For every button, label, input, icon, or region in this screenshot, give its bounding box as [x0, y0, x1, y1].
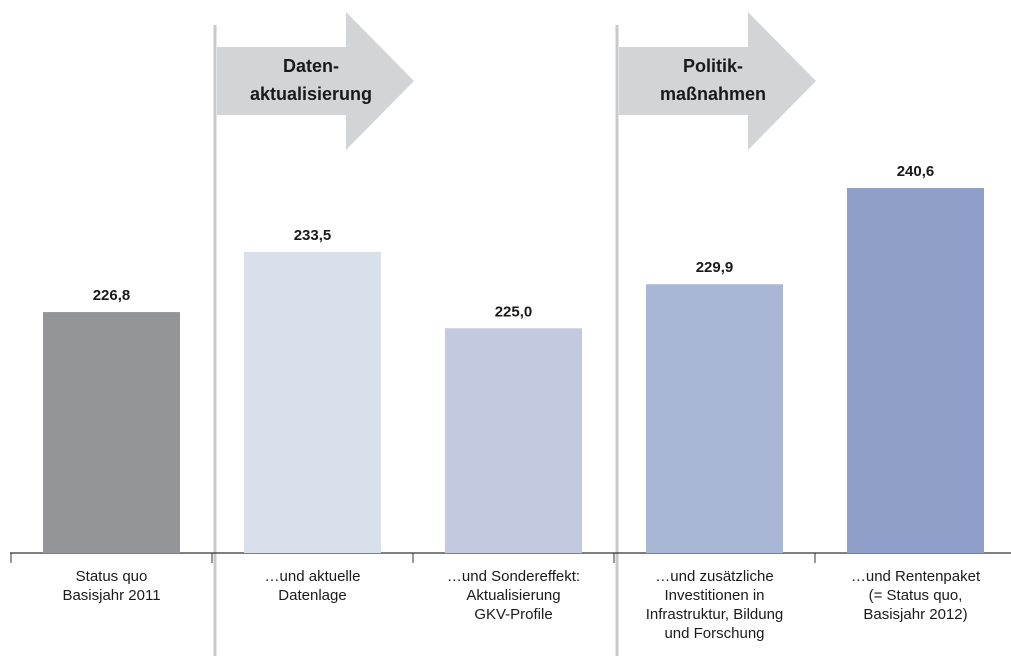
value-label: 240,6 — [897, 163, 935, 180]
annotation: Politik- maßnahmen — [659, 56, 767, 104]
bar — [445, 328, 582, 553]
x-tick-label: …und Rentenpaket (= Status quo, Basisjah… — [850, 568, 981, 623]
bar — [43, 312, 180, 553]
bar — [646, 284, 783, 553]
x-tick-label: …und aktuelle Datenlage — [264, 568, 361, 604]
annotation: Daten- aktualisierung — [249, 56, 373, 104]
bar — [244, 251, 381, 553]
bar — [847, 188, 984, 554]
x-tick-label: …und Sondereffekt: Aktualisierung GKV-Pr… — [446, 568, 581, 623]
value-label: 233,5 — [294, 227, 332, 244]
value-label: 229,9 — [696, 259, 734, 276]
arrow — [619, 12, 816, 150]
x-tick-label: …und zusätzliche Investitionen in Infras… — [645, 568, 784, 642]
x-tick-label: Status quo Basisjahr 2011 — [62, 568, 161, 604]
value-label: 225,0 — [495, 303, 533, 320]
value-label: 226,8 — [93, 287, 131, 304]
arrow — [217, 12, 414, 150]
